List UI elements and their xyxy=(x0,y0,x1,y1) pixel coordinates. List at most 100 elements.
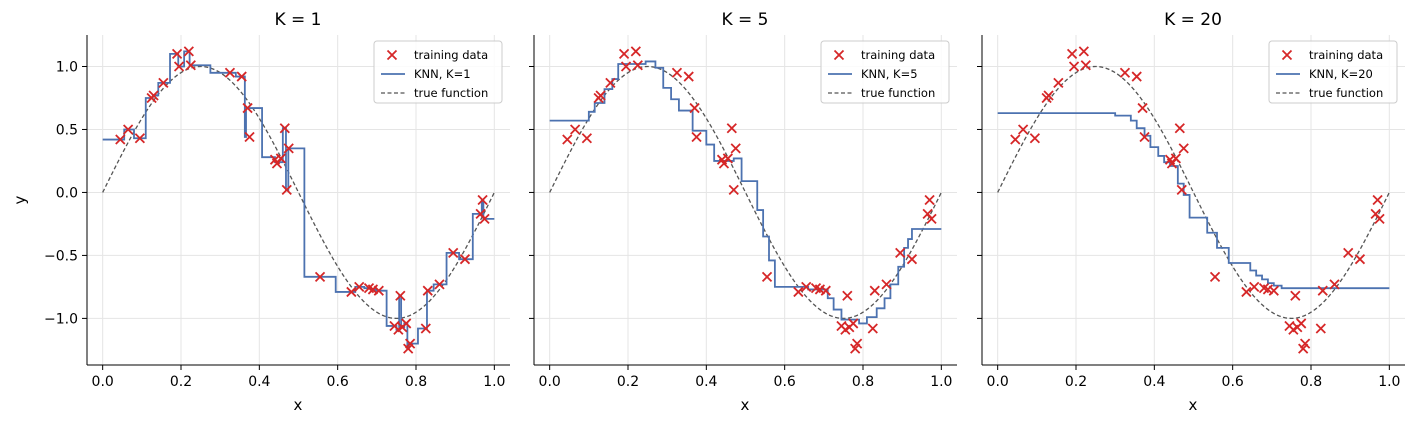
true-function-line xyxy=(102,65,495,320)
x-tick-label: 0.2 xyxy=(617,374,639,390)
training-point xyxy=(926,213,937,225)
y-tick-label: 0.0 xyxy=(56,185,78,201)
training-point xyxy=(1137,102,1148,114)
training-point xyxy=(1066,48,1078,60)
training-point xyxy=(1178,143,1189,154)
training-point xyxy=(869,285,880,296)
training-point xyxy=(562,134,573,145)
training-point xyxy=(605,77,616,88)
training-point xyxy=(314,271,326,282)
training-point xyxy=(479,213,490,225)
legend-marker-training xyxy=(1281,49,1293,61)
training-point xyxy=(242,102,253,114)
legend-label: KNN, K=5 xyxy=(861,67,918,81)
x-axis-label: x xyxy=(741,396,750,414)
y-tick-label: 0.5 xyxy=(56,122,78,138)
training-point xyxy=(924,194,935,206)
subplot-k20: K = 20 x 0.0 0.2 0.4 0.6 0.8 1.0 training data… xyxy=(977,10,1405,414)
training-point xyxy=(122,124,134,135)
training-point xyxy=(115,134,126,145)
training-point xyxy=(728,184,739,196)
training-point xyxy=(448,247,459,259)
training-point xyxy=(722,153,734,164)
legend-label: training data xyxy=(1309,48,1383,62)
training-point xyxy=(1249,281,1260,293)
x-tick-label: 0.2 xyxy=(170,374,192,390)
x-tick-label: 0.6 xyxy=(1222,374,1244,390)
training-point xyxy=(1329,279,1340,290)
training-point xyxy=(244,131,255,143)
training-point xyxy=(148,90,159,101)
x-tick-label: 0.6 xyxy=(774,374,796,390)
knn-prediction-line xyxy=(549,60,942,325)
training-point xyxy=(595,90,606,101)
x-tick-label: 0.8 xyxy=(852,374,874,390)
training-point xyxy=(1317,285,1328,296)
training-point xyxy=(683,71,694,82)
training-point xyxy=(632,60,643,71)
legend-frame xyxy=(373,40,503,104)
training-point xyxy=(801,281,812,293)
x-tick-label: 0.4 xyxy=(1143,374,1165,390)
training-point xyxy=(906,254,918,265)
training-point xyxy=(1053,77,1064,88)
training-point xyxy=(434,279,445,290)
training-point xyxy=(1078,46,1089,57)
x-tick-label: 0.2 xyxy=(1065,374,1087,390)
subplot-title: K = 20 xyxy=(1164,10,1222,30)
legend-label: true function xyxy=(861,86,935,100)
training-point xyxy=(1068,61,1080,72)
training-point xyxy=(401,318,412,329)
training-point xyxy=(1209,271,1221,282)
training-point xyxy=(354,281,365,293)
training-point xyxy=(1296,318,1307,329)
training-point xyxy=(1372,194,1383,206)
legend-label: KNN, K=20 xyxy=(1309,67,1373,81)
training-point xyxy=(158,77,169,88)
training-point xyxy=(459,254,471,265)
plot-area xyxy=(549,46,942,354)
training-point xyxy=(134,133,146,144)
x-tick-label: 0.4 xyxy=(248,374,270,390)
training-point xyxy=(422,285,433,296)
training-point xyxy=(726,123,737,134)
training-point xyxy=(842,290,853,301)
x-axis-label: x xyxy=(1189,396,1198,414)
grid xyxy=(982,35,1405,365)
x-tick-label: 1.0 xyxy=(1378,374,1400,390)
training-point xyxy=(730,143,741,154)
training-point xyxy=(1174,123,1185,134)
training-point xyxy=(1268,285,1279,296)
training-point xyxy=(1170,153,1182,164)
training-point xyxy=(630,46,641,57)
training-point xyxy=(1131,71,1142,82)
training-point xyxy=(581,133,593,144)
legend: training data KNN, K=5 true function xyxy=(820,40,950,104)
legend-label: true function xyxy=(414,86,488,100)
training-point xyxy=(283,143,294,154)
training-point xyxy=(346,286,357,298)
x-tick-label: 0.0 xyxy=(92,374,114,390)
y-tick-label: −1.0 xyxy=(44,311,78,327)
training-point xyxy=(689,102,700,114)
subplot-title: K = 5 xyxy=(721,10,768,30)
legend-label: KNN, K=1 xyxy=(414,67,471,81)
training-point xyxy=(1017,124,1029,135)
y-axis-label: y xyxy=(11,195,29,204)
training-point xyxy=(420,323,431,334)
true-function-line xyxy=(549,65,942,320)
training-point xyxy=(183,46,194,57)
legend-marker-training xyxy=(833,49,845,61)
x-tick-label: 0.0 xyxy=(539,374,561,390)
training-point xyxy=(1354,254,1366,265)
training-point xyxy=(1374,213,1385,225)
legend-marker-training xyxy=(386,49,398,61)
training-point xyxy=(761,271,773,282)
training-point xyxy=(173,61,185,72)
training-point xyxy=(275,153,287,164)
subplot-k5: K = 5 x 0.0 0.2 0.4 0.6 0.8 1.0 training data K… xyxy=(529,10,957,414)
training-point xyxy=(373,285,384,296)
training-point xyxy=(1299,338,1311,349)
training-point xyxy=(618,48,630,60)
training-point xyxy=(569,124,581,135)
